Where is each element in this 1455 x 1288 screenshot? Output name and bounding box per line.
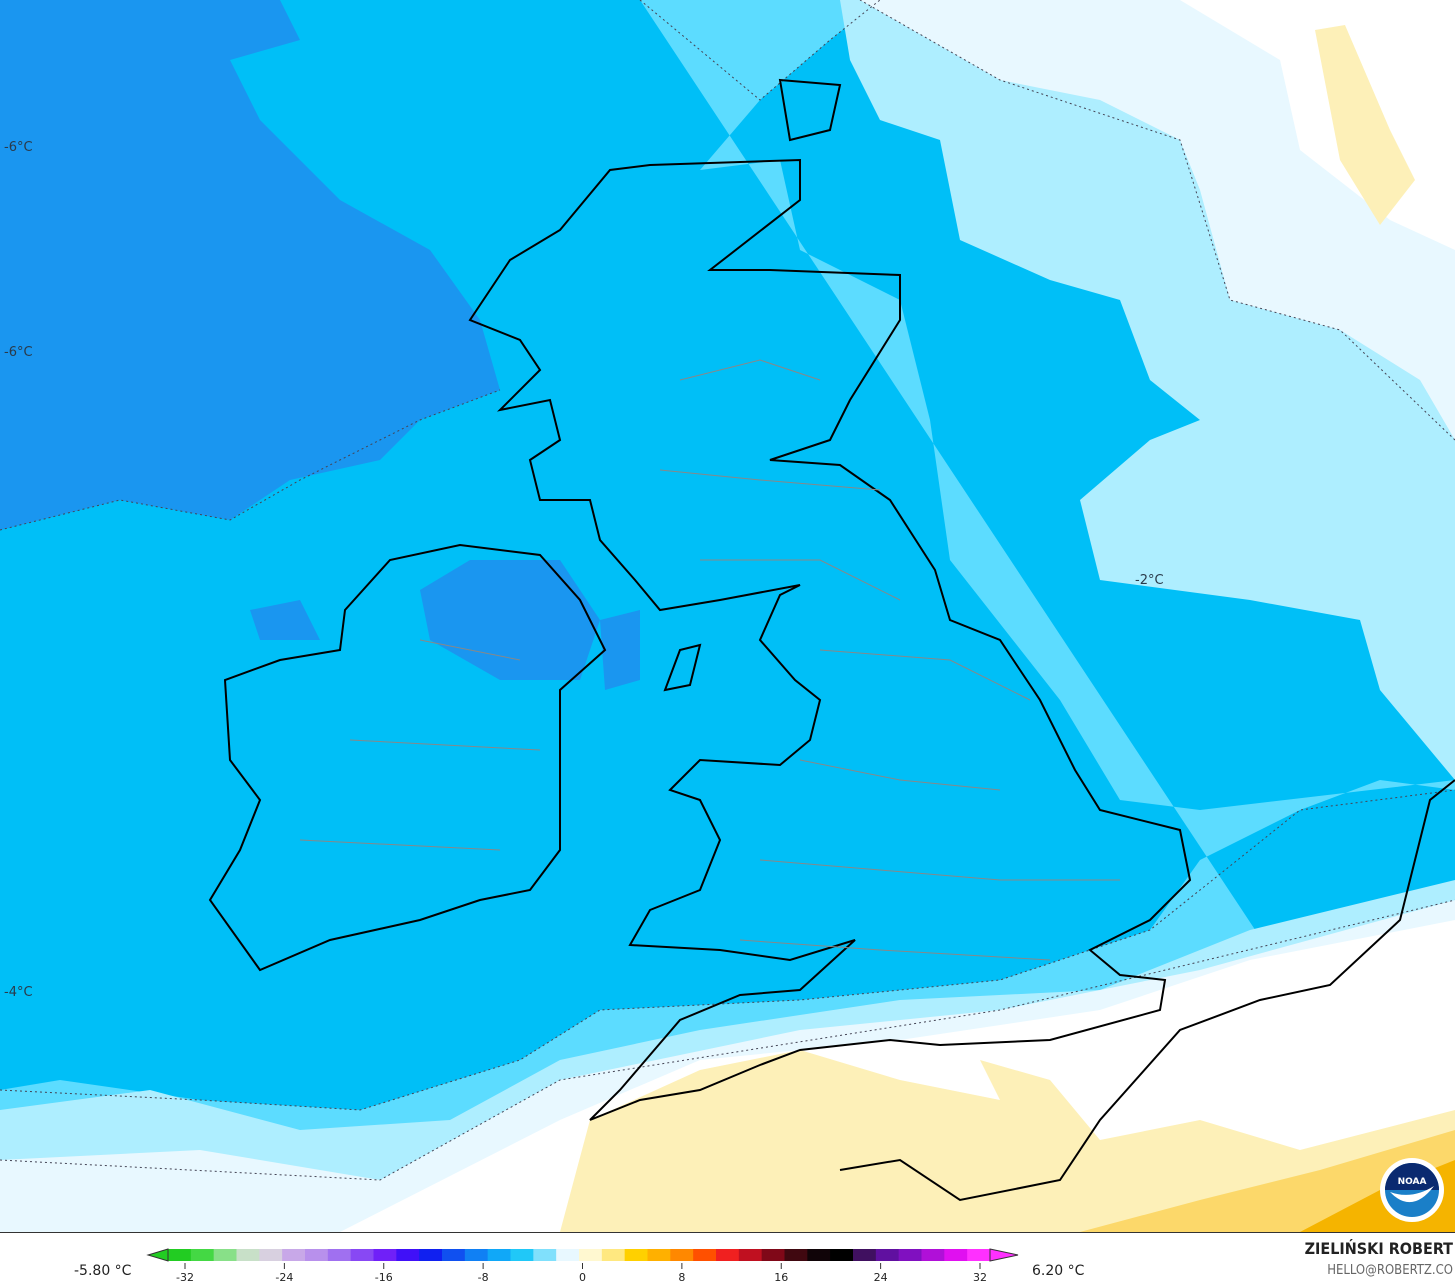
colorbar-swatch — [875, 1249, 900, 1261]
colorbar-swatch — [853, 1249, 877, 1261]
colorbar-swatch — [944, 1249, 968, 1261]
colorbar-swatch — [282, 1249, 306, 1261]
colorbar-swatch — [921, 1249, 945, 1261]
colorbar-swatch — [327, 1249, 352, 1261]
colorbar-swatch — [967, 1249, 991, 1261]
colorbar-tick-label: 8 — [678, 1271, 686, 1284]
colorbar-tick-label: -8 — [477, 1271, 489, 1284]
colorbar-min-arrow — [146, 1248, 169, 1262]
colorbar-swatch — [693, 1249, 717, 1261]
colorbar-swatch — [556, 1249, 580, 1261]
colorbar-tick-label: -32 — [176, 1271, 194, 1284]
colorbar-swatch — [830, 1249, 854, 1261]
colorbar-swatch — [373, 1249, 397, 1261]
colorbar-tick-label: 0 — [579, 1271, 586, 1284]
zone-deep-blue — [0, 0, 500, 530]
continent-coast — [839, 779, 1455, 1202]
isotherms — [0, 0, 1455, 1181]
colorbar — [146, 1248, 1019, 1269]
noaa-logo-text: NOAA — [1398, 1177, 1427, 1187]
colorbar-swatch — [510, 1249, 534, 1261]
colorbar-swatch — [464, 1249, 489, 1261]
temperature-map: NOAA — [0, 0, 1455, 1232]
colorbar-swatch — [350, 1249, 374, 1261]
colorbar-swatch — [716, 1249, 740, 1261]
zone-pale-yellow — [560, 25, 1455, 1232]
colorbar-tick-label: -16 — [374, 1271, 393, 1284]
colorbar-swatch — [533, 1249, 557, 1261]
max-value: 6.20 °C — [1032, 1263, 1085, 1279]
colorbar-tick-label: 32 — [973, 1271, 987, 1284]
colorbar-max-arrow — [989, 1248, 1019, 1262]
colorbar-swatch — [236, 1249, 260, 1261]
contour-label: -4°C — [4, 985, 33, 1000]
legend: -5.80 °C 6.20 °C ZIELIŃSKI ROBERT HELLO@… — [0, 1232, 1455, 1288]
coastlines — [208, 78, 1455, 1202]
contact: HELLO@ROBERTZ.CO — [1327, 1263, 1453, 1278]
colorbar-swatch — [396, 1249, 420, 1261]
zone-deep-blue-2 — [250, 560, 640, 690]
admin-borders — [299, 359, 1120, 961]
colorbar-swatch — [738, 1249, 763, 1261]
colorbar-tick-label: -24 — [275, 1271, 294, 1284]
colorbar-swatch — [419, 1249, 443, 1261]
contour-label: -6°C — [4, 345, 33, 360]
min-value: -5.80 °C — [74, 1263, 132, 1279]
colorbar-swatch — [579, 1249, 603, 1261]
contour-label: -2°C — [1135, 573, 1164, 588]
colorbar-swatch — [213, 1249, 237, 1261]
colorbar-swatch — [168, 1249, 192, 1261]
colorbar-swatch — [647, 1249, 671, 1261]
noaa-logo: NOAA — [1380, 1158, 1444, 1222]
colorbar-swatch — [898, 1249, 922, 1261]
colorbar-tick-label: 16 — [774, 1271, 789, 1284]
colorbar-swatch — [624, 1249, 648, 1261]
colorbar-swatch — [305, 1249, 329, 1261]
colorbar-swatch — [670, 1249, 694, 1261]
colorbar-swatch — [487, 1249, 511, 1261]
contour-label: -6°C — [4, 140, 33, 155]
colorbar-swatch — [442, 1249, 466, 1261]
isle-of-man — [663, 643, 702, 692]
colorbar-swatch — [259, 1249, 283, 1261]
great-britain-coast — [468, 158, 1192, 1121]
colorbar-swatch — [601, 1249, 626, 1261]
colorbar-swatch — [784, 1249, 808, 1261]
orkney — [778, 78, 842, 142]
colorbar-swatch — [761, 1249, 785, 1261]
colorbar-swatch — [190, 1249, 215, 1261]
author: ZIELIŃSKI ROBERT — [1304, 1239, 1453, 1258]
colorbar-tick-label: 24 — [873, 1271, 888, 1284]
colorbar-swatch — [807, 1249, 831, 1261]
ireland-coast — [208, 543, 607, 972]
